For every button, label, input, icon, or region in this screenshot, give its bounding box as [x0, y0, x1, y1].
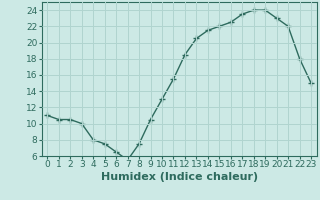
X-axis label: Humidex (Indice chaleur): Humidex (Indice chaleur): [100, 172, 258, 182]
